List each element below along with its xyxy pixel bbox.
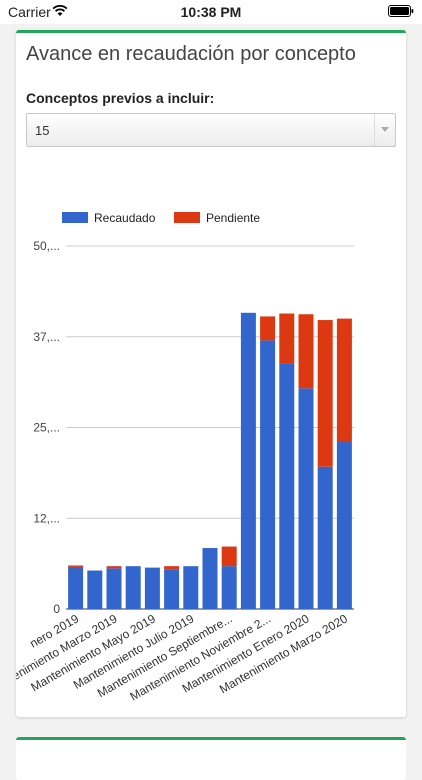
bar-recaudado [336, 442, 352, 609]
select-value: 15 [35, 123, 50, 138]
bar-pendiente [164, 566, 180, 570]
bar-recaudado [87, 570, 103, 609]
stacked-bar-chart: 012,...25,...37,...50,...nero 2019ntenim… [16, 239, 354, 704]
chevron-down-icon[interactable] [374, 114, 395, 146]
chart-card: Avance en recaudación por concepto Conce… [16, 30, 406, 717]
legend-label-pendiente: Pendiente [206, 211, 261, 225]
bar-recaudado [221, 566, 237, 609]
bar-recaudado [240, 312, 256, 609]
bar-recaudado [298, 388, 314, 609]
bar-recaudado [125, 566, 141, 609]
bar-recaudado [260, 340, 276, 609]
filter-label: Conceptos previos a incluir: [26, 90, 215, 106]
legend-swatch-recaudado [62, 212, 88, 223]
legend-item-recaudado[interactable]: Recaudado [62, 211, 155, 225]
legend-label-recaudado: Recaudado [94, 211, 156, 225]
legend-item-pendiente[interactable]: Pendiente [174, 211, 260, 225]
y-tick-label: 0 [53, 602, 60, 616]
bar-pendiente [317, 320, 333, 467]
battery-icon [388, 5, 414, 17]
bar-recaudado [68, 566, 84, 609]
bar-recaudado [164, 569, 180, 609]
carrier-label: Carrier [8, 4, 51, 20]
next-card [16, 737, 406, 780]
bar-pendiente [68, 565, 84, 567]
concepts-select[interactable]: 15 [26, 113, 396, 147]
status-bar: Carrier 10:38 PM [0, 0, 422, 24]
card-title: Avance en recaudación por concepto [26, 43, 356, 65]
bar-recaudado [144, 567, 160, 609]
bar-pendiente [298, 314, 314, 389]
wifi-icon [52, 4, 68, 16]
y-tick-label: 50,... [33, 239, 60, 253]
bar-pendiente [336, 318, 352, 443]
y-tick-label: 12,... [33, 511, 60, 525]
y-tick-label: 25,... [33, 421, 60, 435]
bar-recaudado [317, 466, 333, 609]
bar-pendiente [279, 313, 295, 364]
bar-recaudado [183, 566, 199, 609]
clock: 10:38 PM [180, 4, 242, 20]
bar-pendiente [106, 566, 122, 569]
bar-pendiente [221, 546, 237, 567]
y-tick-label: 37,... [33, 330, 60, 344]
legend-swatch-pendiente [174, 212, 200, 223]
bar-recaudado [279, 363, 295, 609]
bar-recaudado [202, 548, 218, 609]
bar-recaudado [106, 568, 122, 609]
bar-pendiente [260, 316, 276, 341]
